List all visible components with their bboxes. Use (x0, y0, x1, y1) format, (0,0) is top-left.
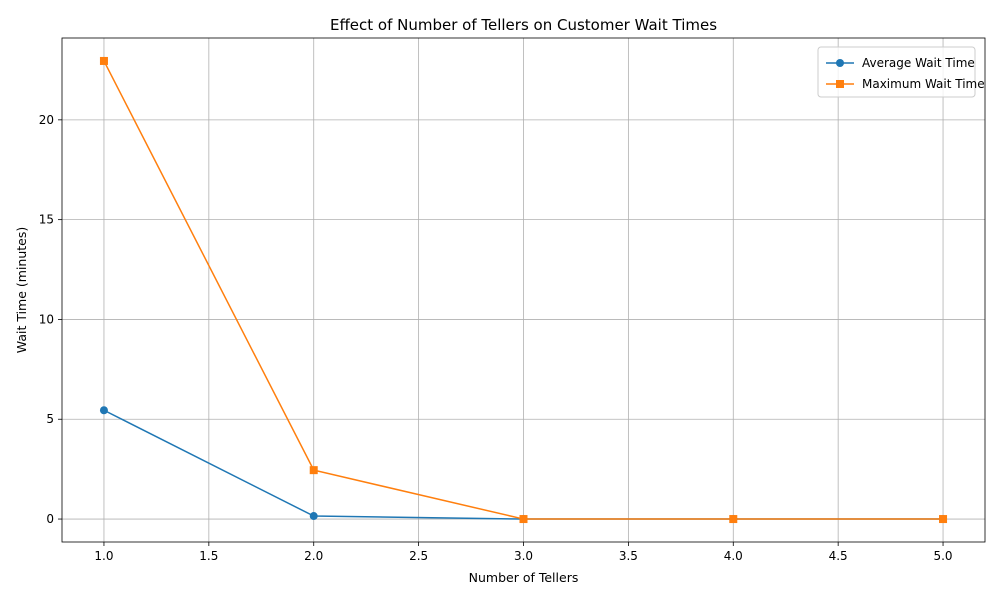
y-tick-label: 10 (39, 312, 54, 326)
series-1-point (309, 512, 318, 521)
x-tick-label: 1.5 (199, 549, 218, 563)
y-tick-label: 15 (39, 213, 54, 227)
x-tick-label: 4.5 (829, 549, 848, 563)
series-1-point (99, 406, 108, 415)
legend-marker-2 (836, 80, 844, 88)
chart-title: Effect of Number of Tellers on Customer … (330, 16, 717, 34)
y-tick-label: 20 (39, 113, 54, 127)
legend-label-1: Average Wait Time (862, 56, 975, 70)
legend-box (817, 46, 976, 98)
x-axis-label: Number of Tellers (469, 570, 579, 585)
legend-label-2: Maximum Wait Time (862, 77, 985, 91)
y-tick-label: 5 (46, 412, 54, 426)
legend-marker-1 (836, 59, 844, 67)
x-tick-label: 2.5 (409, 549, 428, 563)
y-axis-label: Wait Time (minutes) (14, 227, 29, 353)
legend: Average Wait Time Maximum Wait Time (817, 46, 985, 98)
x-tick-label: 5.0 (933, 549, 952, 563)
series-2-point (99, 56, 108, 65)
series-2-point (309, 466, 318, 475)
series-2-point (729, 515, 738, 524)
x-tick-label: 1.0 (94, 549, 113, 563)
y-tick-label: 0 (46, 512, 54, 526)
x-tick-label: 3.5 (619, 549, 638, 563)
series-2-point (939, 515, 948, 524)
series-2-point (519, 515, 528, 524)
x-tick-label: 2.0 (304, 549, 323, 563)
x-tick-label: 4.0 (724, 549, 743, 563)
x-tick-label: 3.0 (514, 549, 533, 563)
